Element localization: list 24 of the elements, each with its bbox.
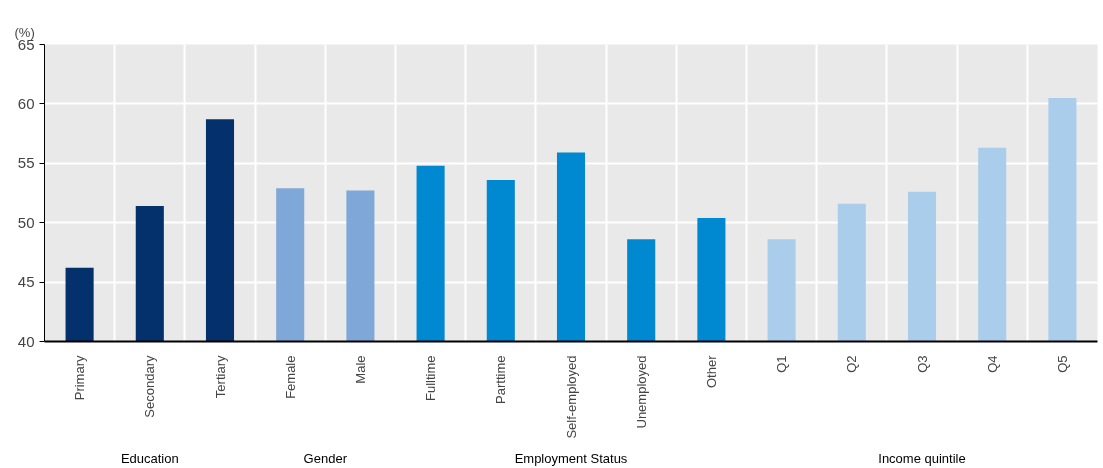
y-tick-label: 50	[17, 213, 35, 231]
y-tick-label: 45	[17, 273, 35, 291]
text: Employment Status	[514, 450, 628, 466]
x-tick-label: Q1	[774, 355, 790, 373]
x-tick-label: Other	[703, 354, 719, 389]
y-tick-label: 55	[17, 154, 35, 172]
x-tick-label: Tertiary	[212, 355, 228, 399]
x-tick-label: Fulltime	[423, 355, 439, 402]
x-tick-label: Q5	[1054, 355, 1070, 373]
text: Income quintile	[878, 450, 966, 466]
y-tick-label: 40	[17, 332, 35, 350]
x-tick-label: Q2	[844, 355, 860, 373]
x-tick-label: Primary	[72, 355, 88, 401]
x-tick-label: Unemployed	[633, 355, 649, 429]
x-tick-label: Self-employed	[563, 355, 579, 439]
y-tick-label: 60	[17, 94, 35, 112]
x-tick-label: Secondary	[142, 355, 158, 418]
x-tick-label: Q4	[984, 355, 1000, 373]
x-tick-label: Parttime	[493, 355, 509, 404]
text: Education	[120, 450, 179, 466]
x-tick-label: Male	[352, 355, 368, 384]
x-tick-label: Female	[282, 355, 298, 399]
x-tick-label: Q3	[914, 355, 930, 373]
text: Gender	[303, 450, 348, 466]
